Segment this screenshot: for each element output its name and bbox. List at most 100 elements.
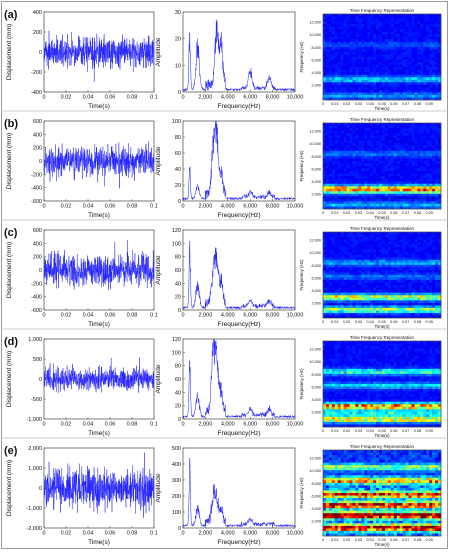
spectrogram-cell xyxy=(426,313,429,316)
spectrogram-cell xyxy=(353,407,356,410)
spectrogram-cell xyxy=(370,32,373,35)
x-axis-label: Frequency(Hz) xyxy=(218,321,261,328)
spectrogram-cell xyxy=(409,288,412,291)
spectrogram-cell xyxy=(364,255,367,258)
spectrogram-cell xyxy=(412,308,415,311)
spectrogram-cell xyxy=(420,92,423,95)
spectrogram-cell xyxy=(367,156,370,159)
spectrogram-cell xyxy=(376,242,379,245)
spectrogram-cell xyxy=(420,146,423,149)
spectrogram-cell xyxy=(335,57,338,60)
spectrogram-cell xyxy=(420,295,423,298)
spectrogram-cell xyxy=(361,44,364,47)
spectrogram-cell xyxy=(358,22,361,25)
spectrogram-cell xyxy=(367,138,370,141)
spectrogram-cell xyxy=(358,399,361,402)
spectrogram-cell xyxy=(432,57,435,60)
x-tick-label: 0.04 xyxy=(367,320,374,324)
spectrogram-cell xyxy=(358,414,361,417)
x-tick-label: 0 xyxy=(322,102,324,106)
spectrogram-cell xyxy=(426,49,429,52)
spectrogram-cell xyxy=(432,262,435,265)
spectrogram-cell xyxy=(361,308,364,311)
spectrogram-cell xyxy=(350,77,353,80)
spectrogram-cell xyxy=(353,240,356,243)
spectrogram-cell xyxy=(367,376,370,379)
spectrogram-cell xyxy=(341,392,344,395)
spectrogram-cell xyxy=(355,232,358,235)
spectrogram-cell xyxy=(361,371,364,374)
spectrogram-cell xyxy=(358,141,361,144)
spectrogram-cell xyxy=(323,293,326,296)
spectrogram-cell xyxy=(326,267,329,270)
spectrogram-cell xyxy=(429,255,432,258)
spectrogram-cell xyxy=(414,153,417,156)
spectrogram-cell xyxy=(397,169,400,172)
spectrogram-cell xyxy=(370,384,373,387)
spectrogram-cell xyxy=(417,303,420,306)
spectrogram-cell xyxy=(361,310,364,313)
spectrogram-cell xyxy=(341,191,344,194)
spectrogram-cell xyxy=(406,29,409,32)
spectrogram-cell xyxy=(341,123,344,126)
spectrogram-cell xyxy=(323,171,326,174)
spectrogram-cell xyxy=(367,169,370,172)
spectrogram-cell xyxy=(429,158,432,161)
spectrogram-cell xyxy=(420,17,423,20)
spectrogram-cell xyxy=(412,245,415,248)
spectrogram-cell xyxy=(367,364,370,367)
spectrogram-cell xyxy=(426,87,429,90)
spectrogram-cell xyxy=(347,70,350,73)
spectrogram-cell xyxy=(347,366,350,369)
spectrogram-cell xyxy=(388,250,391,253)
spectrogram-cell xyxy=(355,128,358,131)
spectrogram-cell xyxy=(417,37,420,40)
spectrogram-cell xyxy=(338,305,341,308)
spectrogram-cell xyxy=(406,158,409,161)
spectrogram-cell xyxy=(332,267,335,270)
spectrogram-cell xyxy=(341,344,344,347)
spectrogram-cell xyxy=(332,399,335,402)
spectrogram-cell xyxy=(409,57,412,60)
spectrogram-cell xyxy=(409,47,412,50)
spectrogram-cell xyxy=(376,194,379,197)
spectrogram-cell xyxy=(323,422,326,425)
y-tick-label: 0 xyxy=(178,417,181,423)
spectrogram-cell xyxy=(361,389,364,392)
spectrogram-cell xyxy=(373,62,376,65)
spectrogram-cell xyxy=(370,49,373,52)
spectrogram-cell xyxy=(350,92,353,95)
spectrogram-cell xyxy=(323,407,326,410)
spectrogram-cell xyxy=(423,283,426,286)
spectrogram-cell xyxy=(400,161,403,164)
spectrogram-cell xyxy=(414,14,417,17)
spectrogram-cell xyxy=(326,148,329,151)
spectrogram-cell xyxy=(341,407,344,410)
spectrogram-cell xyxy=(385,169,388,172)
spectrogram-cell xyxy=(350,49,353,52)
spectrogram-cell xyxy=(358,92,361,95)
spectrogram-cell xyxy=(341,151,344,154)
spectrogram-cell xyxy=(370,34,373,37)
spectrogram-cell xyxy=(400,158,403,161)
spectrogram-cell xyxy=(341,270,344,273)
spectrogram-cell xyxy=(332,169,335,172)
spectrogram-cell xyxy=(373,156,376,159)
spectrogram-cell xyxy=(323,92,326,95)
spectrogram-cell xyxy=(344,250,347,253)
spectrogram-cell xyxy=(364,344,367,347)
spectrogram-cell xyxy=(414,82,417,85)
spectrogram-cell xyxy=(426,290,429,293)
spectrogram-cell xyxy=(323,414,326,417)
spectrogram-cell xyxy=(347,255,350,258)
spectrogram-cell xyxy=(426,199,429,202)
spectrogram-cell xyxy=(373,310,376,313)
spectrogram-cell xyxy=(414,285,417,288)
spectrogram-cell xyxy=(332,270,335,273)
spectrogram-cell xyxy=(403,199,406,202)
spectrogram-cell xyxy=(426,260,429,263)
spectrogram-cell xyxy=(435,270,438,273)
spectrogram-cell xyxy=(429,52,432,55)
spectrogram-cell xyxy=(414,34,417,37)
spectrogram-cell xyxy=(385,189,388,192)
